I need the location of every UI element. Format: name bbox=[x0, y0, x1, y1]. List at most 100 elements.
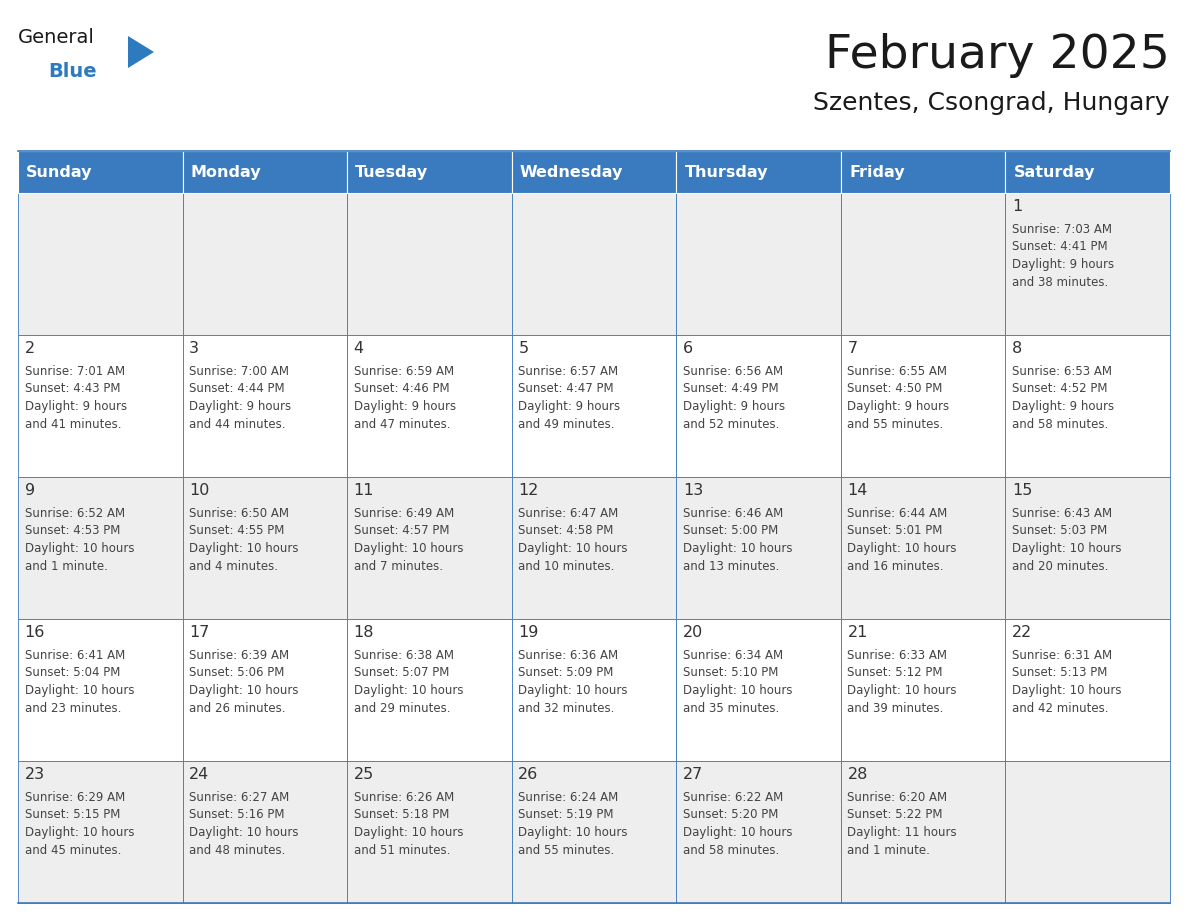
Text: and 49 minutes.: and 49 minutes. bbox=[518, 418, 615, 431]
Text: 3: 3 bbox=[189, 341, 200, 356]
Bar bbox=[183, 193, 347, 335]
Text: Saturday: Saturday bbox=[1013, 164, 1095, 180]
Bar bbox=[18, 151, 183, 193]
Text: Sunrise: 6:53 AM: Sunrise: 6:53 AM bbox=[1012, 365, 1112, 378]
Bar bbox=[676, 761, 841, 903]
Text: Sunrise: 6:47 AM: Sunrise: 6:47 AM bbox=[518, 507, 619, 520]
Text: 10: 10 bbox=[189, 483, 209, 498]
Bar bbox=[347, 193, 512, 335]
Bar bbox=[841, 151, 1005, 193]
Text: Sunrise: 6:20 AM: Sunrise: 6:20 AM bbox=[847, 791, 948, 804]
Bar bbox=[1005, 193, 1170, 335]
Text: Sunset: 4:49 PM: Sunset: 4:49 PM bbox=[683, 383, 778, 396]
Text: Sunset: 5:06 PM: Sunset: 5:06 PM bbox=[189, 666, 285, 679]
Text: Sunset: 5:16 PM: Sunset: 5:16 PM bbox=[189, 809, 285, 822]
Bar bbox=[512, 193, 676, 335]
Text: Daylight: 9 hours: Daylight: 9 hours bbox=[25, 400, 127, 413]
Text: and 58 minutes.: and 58 minutes. bbox=[683, 844, 779, 856]
Text: Sunrise: 6:41 AM: Sunrise: 6:41 AM bbox=[25, 649, 125, 662]
Text: Sunrise: 6:52 AM: Sunrise: 6:52 AM bbox=[25, 507, 125, 520]
Text: 28: 28 bbox=[847, 767, 867, 782]
Text: General: General bbox=[18, 28, 95, 47]
Text: and 55 minutes.: and 55 minutes. bbox=[518, 844, 614, 856]
Text: and 42 minutes.: and 42 minutes. bbox=[1012, 701, 1108, 714]
Text: Sunset: 5:10 PM: Sunset: 5:10 PM bbox=[683, 666, 778, 679]
Text: Friday: Friday bbox=[849, 164, 905, 180]
Text: Sunset: 5:01 PM: Sunset: 5:01 PM bbox=[847, 524, 943, 538]
Text: 23: 23 bbox=[25, 767, 45, 782]
Bar bbox=[841, 619, 1005, 761]
Text: Sunset: 4:55 PM: Sunset: 4:55 PM bbox=[189, 524, 285, 538]
Text: and 51 minutes.: and 51 minutes. bbox=[354, 844, 450, 856]
Bar bbox=[676, 477, 841, 619]
Text: 12: 12 bbox=[518, 483, 538, 498]
Text: Daylight: 9 hours: Daylight: 9 hours bbox=[683, 400, 785, 413]
Text: Sunrise: 6:44 AM: Sunrise: 6:44 AM bbox=[847, 507, 948, 520]
Text: Daylight: 10 hours: Daylight: 10 hours bbox=[25, 826, 134, 839]
Text: Daylight: 10 hours: Daylight: 10 hours bbox=[683, 542, 792, 555]
Bar bbox=[347, 619, 512, 761]
Text: and 48 minutes.: and 48 minutes. bbox=[189, 844, 285, 856]
Text: February 2025: February 2025 bbox=[826, 33, 1170, 78]
Text: 9: 9 bbox=[25, 483, 34, 498]
Text: Sunrise: 6:59 AM: Sunrise: 6:59 AM bbox=[354, 365, 454, 378]
Text: Sunset: 5:12 PM: Sunset: 5:12 PM bbox=[847, 666, 943, 679]
Text: Szentes, Csongrad, Hungary: Szentes, Csongrad, Hungary bbox=[814, 91, 1170, 115]
Text: and 47 minutes.: and 47 minutes. bbox=[354, 418, 450, 431]
Text: Daylight: 10 hours: Daylight: 10 hours bbox=[354, 826, 463, 839]
Text: Daylight: 9 hours: Daylight: 9 hours bbox=[1012, 258, 1114, 271]
Bar bbox=[18, 761, 183, 903]
Text: Sunrise: 6:38 AM: Sunrise: 6:38 AM bbox=[354, 649, 454, 662]
Text: 6: 6 bbox=[683, 341, 693, 356]
Text: and 20 minutes.: and 20 minutes. bbox=[1012, 559, 1108, 573]
Bar bbox=[512, 477, 676, 619]
Text: Daylight: 10 hours: Daylight: 10 hours bbox=[354, 542, 463, 555]
Bar bbox=[183, 335, 347, 477]
Text: Daylight: 10 hours: Daylight: 10 hours bbox=[189, 826, 298, 839]
Text: Daylight: 9 hours: Daylight: 9 hours bbox=[354, 400, 456, 413]
Text: Sunset: 4:57 PM: Sunset: 4:57 PM bbox=[354, 524, 449, 538]
Text: 18: 18 bbox=[354, 625, 374, 640]
Text: and 1 minute.: and 1 minute. bbox=[25, 559, 107, 573]
Text: Sunset: 4:43 PM: Sunset: 4:43 PM bbox=[25, 383, 120, 396]
Text: and 45 minutes.: and 45 minutes. bbox=[25, 844, 121, 856]
Text: Sunset: 5:04 PM: Sunset: 5:04 PM bbox=[25, 666, 120, 679]
Text: 22: 22 bbox=[1012, 625, 1032, 640]
Text: Monday: Monday bbox=[191, 164, 261, 180]
Text: Sunrise: 6:55 AM: Sunrise: 6:55 AM bbox=[847, 365, 948, 378]
Text: Sunset: 5:19 PM: Sunset: 5:19 PM bbox=[518, 809, 614, 822]
Text: Sunrise: 6:27 AM: Sunrise: 6:27 AM bbox=[189, 791, 290, 804]
Bar bbox=[18, 619, 183, 761]
Bar bbox=[183, 477, 347, 619]
Bar bbox=[841, 477, 1005, 619]
Bar bbox=[841, 335, 1005, 477]
Bar bbox=[18, 193, 183, 335]
Bar bbox=[1005, 335, 1170, 477]
Text: and 29 minutes.: and 29 minutes. bbox=[354, 701, 450, 714]
Text: Sunrise: 6:36 AM: Sunrise: 6:36 AM bbox=[518, 649, 619, 662]
Bar bbox=[841, 193, 1005, 335]
Text: and 35 minutes.: and 35 minutes. bbox=[683, 701, 779, 714]
Text: Sunrise: 6:49 AM: Sunrise: 6:49 AM bbox=[354, 507, 454, 520]
Text: Sunset: 4:44 PM: Sunset: 4:44 PM bbox=[189, 383, 285, 396]
Text: Sunrise: 6:46 AM: Sunrise: 6:46 AM bbox=[683, 507, 783, 520]
Text: Daylight: 10 hours: Daylight: 10 hours bbox=[354, 684, 463, 697]
Text: Daylight: 9 hours: Daylight: 9 hours bbox=[518, 400, 620, 413]
Text: 5: 5 bbox=[518, 341, 529, 356]
Text: 8: 8 bbox=[1012, 341, 1022, 356]
Text: Sunset: 4:53 PM: Sunset: 4:53 PM bbox=[25, 524, 120, 538]
Text: 21: 21 bbox=[847, 625, 867, 640]
Text: Sunrise: 7:00 AM: Sunrise: 7:00 AM bbox=[189, 365, 289, 378]
Bar bbox=[18, 335, 183, 477]
Text: Daylight: 10 hours: Daylight: 10 hours bbox=[683, 684, 792, 697]
Text: Sunrise: 7:01 AM: Sunrise: 7:01 AM bbox=[25, 365, 125, 378]
Bar bbox=[676, 151, 841, 193]
Text: Sunrise: 6:24 AM: Sunrise: 6:24 AM bbox=[518, 791, 619, 804]
Text: Sunrise: 6:26 AM: Sunrise: 6:26 AM bbox=[354, 791, 454, 804]
Text: and 1 minute.: and 1 minute. bbox=[847, 844, 930, 856]
Text: Sunset: 4:50 PM: Sunset: 4:50 PM bbox=[847, 383, 943, 396]
Text: Sunset: 5:20 PM: Sunset: 5:20 PM bbox=[683, 809, 778, 822]
Bar bbox=[1005, 761, 1170, 903]
Text: Daylight: 10 hours: Daylight: 10 hours bbox=[683, 826, 792, 839]
Text: Daylight: 10 hours: Daylight: 10 hours bbox=[1012, 684, 1121, 697]
